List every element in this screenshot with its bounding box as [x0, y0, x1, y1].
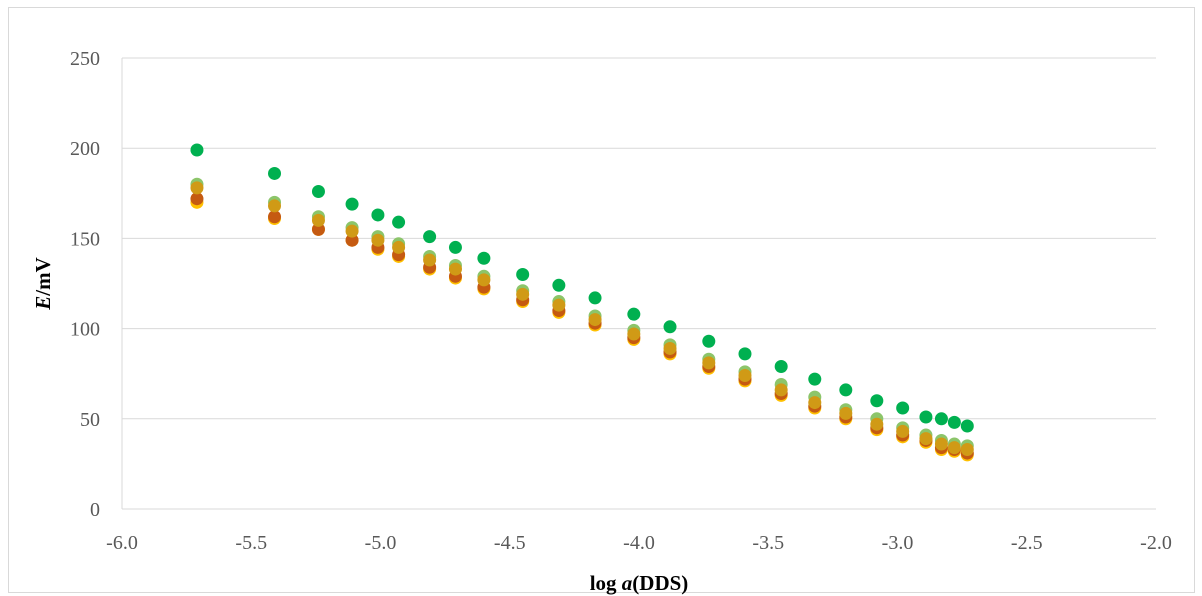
data-point [311, 184, 325, 198]
data-point [268, 210, 282, 224]
y-tick-label: 200 [70, 138, 100, 160]
y-tick-label: 0 [90, 499, 100, 521]
data-point [919, 410, 933, 424]
gridlines [122, 57, 1156, 510]
x-tick-label: -4.0 [623, 532, 655, 554]
data-point [839, 383, 853, 397]
x-tick-label: -3.5 [752, 532, 784, 554]
x-tick-label: -5.5 [235, 532, 267, 554]
data-point [774, 359, 788, 373]
data-point [311, 213, 325, 227]
data-point [345, 233, 359, 247]
series-5 [190, 143, 974, 433]
data-point [448, 240, 462, 254]
y-axis-title-variable: E [31, 296, 55, 311]
data-point [448, 262, 462, 276]
data-point [477, 273, 491, 287]
x-axis-title-variable: a [622, 571, 633, 595]
data-point [808, 396, 822, 410]
y-tick-label: 100 [70, 319, 100, 341]
data-point [423, 230, 437, 244]
y-axis-title-suffix: /mV [31, 257, 55, 297]
series-3 [190, 177, 974, 453]
x-axis-title: log a(DDS) [590, 571, 689, 595]
data-point [702, 356, 716, 370]
x-tick-label: -2.5 [1011, 532, 1043, 554]
x-tick-label: -2.0 [1140, 532, 1172, 554]
data-point [808, 372, 822, 386]
x-tick-label: -5.0 [365, 532, 397, 554]
data-point [774, 383, 788, 397]
data-point [663, 320, 677, 334]
data-point [738, 369, 752, 383]
data-point [588, 291, 602, 305]
data-point [934, 437, 948, 451]
data-point [552, 278, 566, 292]
data-point [947, 441, 961, 455]
data-point [190, 192, 204, 206]
data-point [896, 401, 910, 415]
data-point [663, 341, 677, 355]
series-2 [190, 192, 974, 460]
data-point [870, 417, 884, 431]
x-axis-title-suffix: (DDS) [632, 571, 688, 595]
data-point [268, 166, 282, 180]
data-point [839, 406, 853, 420]
data-point [588, 313, 602, 327]
data-point [190, 181, 204, 195]
x-axis-title-prefix: log [590, 571, 622, 595]
data-point [371, 233, 385, 247]
x-tick-label: -3.0 [882, 532, 914, 554]
x-tick-label: -4.5 [494, 532, 526, 554]
y-tick-label: 50 [80, 409, 100, 431]
data-point [345, 224, 359, 238]
chart-frame [8, 7, 1195, 593]
series-4 [190, 181, 974, 456]
data-points [190, 143, 974, 462]
data-point [516, 287, 530, 301]
data-point [919, 432, 933, 446]
data-point [516, 267, 530, 281]
data-point [552, 298, 566, 312]
y-tick-label: 150 [70, 228, 100, 250]
data-point [371, 208, 385, 222]
data-point [392, 240, 406, 254]
data-point [190, 143, 204, 157]
data-point [627, 327, 641, 341]
data-point [392, 215, 406, 229]
data-point [702, 334, 716, 348]
data-point [896, 424, 910, 438]
data-point [934, 412, 948, 426]
data-point [627, 307, 641, 321]
data-point [947, 415, 961, 429]
data-point [870, 394, 884, 408]
data-point [345, 197, 359, 211]
data-point [423, 253, 437, 267]
data-point [960, 442, 974, 456]
x-axis-ticks: -6.0 -5.5 -5.0 -4.5 -4.0 -3.5 -3.0 -2.5 -2.0 [106, 532, 1172, 554]
data-point [268, 199, 282, 213]
y-axis-ticks: 0 50 100 150 200 250 [70, 48, 100, 521]
data-point [960, 419, 974, 433]
x-tick-label: -6.0 [106, 532, 138, 554]
data-point [738, 347, 752, 361]
data-point [311, 222, 325, 236]
y-tick-label: 250 [70, 48, 100, 70]
y-axis-title: E/mV [31, 257, 55, 311]
data-point [477, 251, 491, 265]
